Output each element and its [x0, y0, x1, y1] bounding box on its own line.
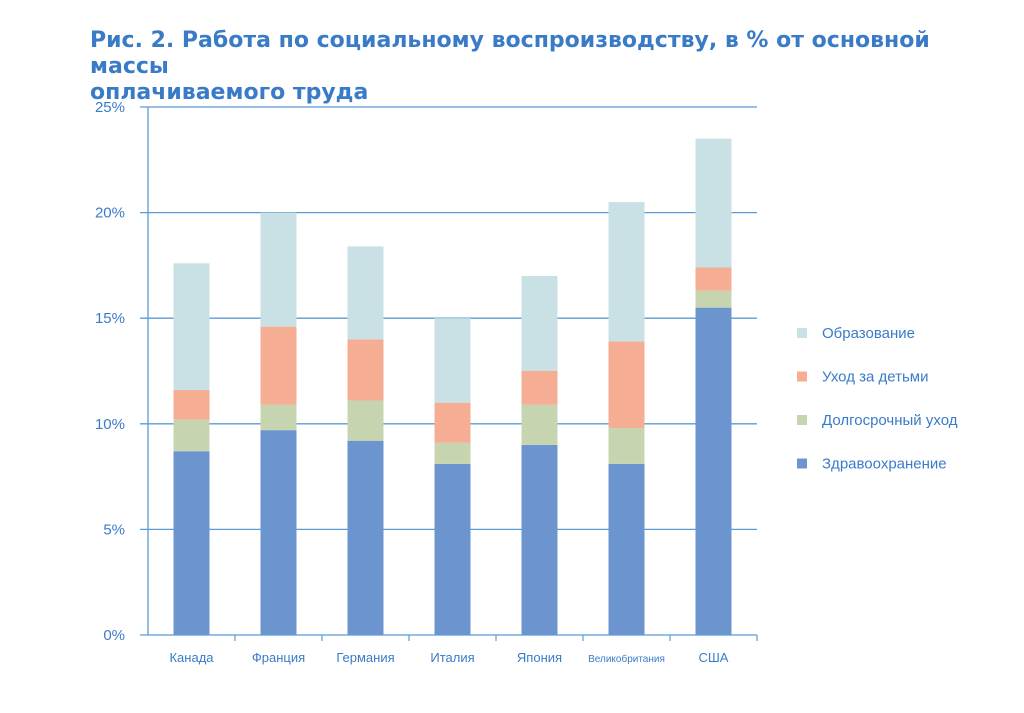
bar-segment [434, 402, 471, 443]
bar-segment [173, 451, 210, 635]
legend-swatch [797, 458, 807, 469]
legend-swatch [797, 371, 807, 382]
bar-segment [347, 440, 384, 635]
legend-swatch [797, 328, 807, 338]
x-category-label: Япония [517, 650, 562, 665]
bar-segment [521, 275, 558, 371]
chart-title-line-1: Рис. 2. Работа по социальному воспроизво… [90, 28, 930, 79]
bar-segment [347, 339, 384, 401]
grid-lines [140, 106, 757, 635]
bar-segment [695, 267, 732, 291]
bar-segment [608, 341, 645, 429]
bar-segment [434, 463, 471, 635]
legend-swatch [797, 415, 807, 425]
chart-title-line-2: оплачиваемого труда [90, 80, 369, 105]
legend: Образование Уход за детьми Долгосрочный ух… [797, 325, 958, 473]
bar-segment [173, 419, 210, 452]
x-axis-labels: Канада Франция Германия Италия Япония Великоб… [169, 650, 728, 665]
bar-segment [434, 442, 471, 464]
x-category-label: Канада [169, 650, 214, 665]
y-tick-label: 5% [103, 521, 125, 538]
bar-segment [260, 212, 297, 327]
chart-title: Рис. 2. Работа по социальному воспроизво… [90, 28, 990, 106]
bar-segment [608, 202, 645, 342]
bar-segment [260, 326, 297, 405]
y-tick-label: 0% [103, 627, 125, 644]
legend-label: Уход за детьми [822, 369, 928, 386]
bar-segment [608, 463, 645, 635]
bar-segment [695, 307, 732, 635]
y-tick-label: 25% [95, 99, 125, 116]
y-tick-label: 20% [95, 205, 125, 222]
bar-segment [695, 138, 732, 268]
bar-segment [521, 404, 558, 445]
legend-label: Долгосрочный уход [822, 412, 958, 429]
y-tick-label: 10% [95, 416, 125, 433]
y-axis-ticks: 0% 5% 10% 15% 20% 25% [95, 99, 125, 644]
bar-segment [521, 371, 558, 405]
legend-label: Образование [822, 325, 915, 342]
x-axis [140, 634, 758, 641]
bar-segment [347, 400, 384, 441]
bar-segment [608, 428, 645, 464]
bar-segment [260, 430, 297, 635]
bar-segment [695, 290, 732, 308]
bars [173, 138, 732, 635]
bar-segment [260, 404, 297, 431]
x-category-label: Франция [252, 650, 305, 665]
x-category-label: США [699, 650, 729, 665]
legend-label: Здравоохранение [822, 456, 947, 473]
bar-segment [434, 318, 471, 403]
bar-segment [173, 263, 210, 391]
x-category-label: Германия [336, 650, 394, 665]
bar-segment [173, 390, 210, 420]
x-category-label: Италия [430, 650, 474, 665]
bar-segment [521, 444, 558, 635]
x-category-label: Великобритания [588, 653, 665, 665]
y-tick-label: 15% [95, 310, 125, 327]
bar-segment [347, 246, 384, 340]
